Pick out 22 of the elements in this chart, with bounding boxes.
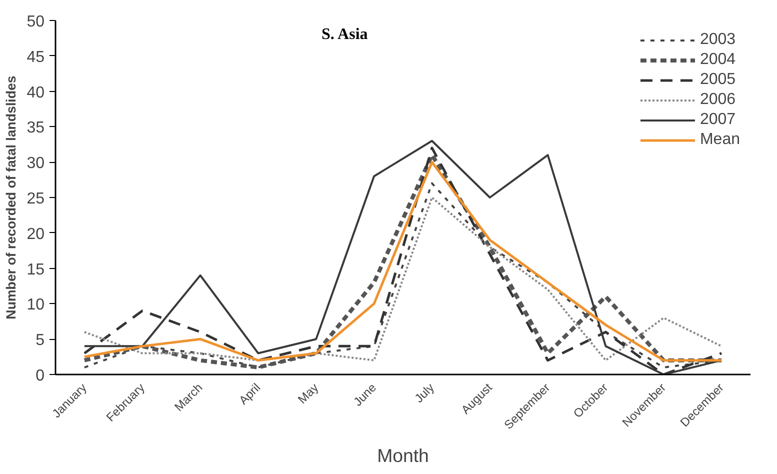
y-tick-label: 40 (26, 84, 45, 102)
y-tick-label: 20 (26, 226, 45, 243)
x-axis-title: Month (377, 444, 429, 466)
y-tick-label: 25 (26, 190, 45, 208)
chart-title: S. Asia (322, 26, 368, 44)
legend-label: 2006 (700, 91, 736, 109)
y-tick-label: 45 (26, 48, 45, 66)
y-tick-label: 15 (26, 261, 45, 278)
legend-label: 2005 (700, 71, 736, 89)
y-tick-label: 50 (26, 14, 45, 30)
y-tick-label: 35 (26, 120, 45, 137)
y-tick-label: 10 (26, 296, 45, 314)
legend-label: 2003 (700, 31, 736, 49)
legend-label: Mean (700, 131, 740, 149)
legend-label: 2007 (700, 111, 736, 129)
y-axis-title: Number of recorded of fatal landslides (4, 76, 19, 320)
legend-label: 2004 (700, 51, 736, 69)
x-tick-label: July (412, 380, 437, 406)
y-tick-label: 0 (36, 368, 45, 384)
y-tick-label: 30 (26, 155, 45, 172)
y-tick-label: 5 (36, 332, 45, 350)
x-tick-label: May (295, 380, 322, 406)
